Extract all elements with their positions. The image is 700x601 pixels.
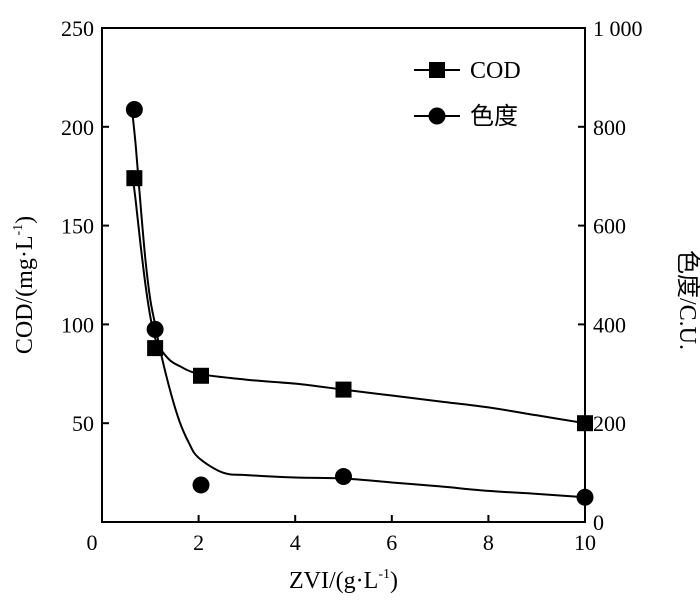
- y-left-tick-label: 100: [61, 312, 94, 337]
- y-right-tick-label: 600: [593, 214, 626, 239]
- series-2-point: [125, 101, 143, 119]
- x-tick-label: 2: [193, 530, 204, 555]
- y-left-axis-title-sup: -1: [11, 224, 26, 236]
- series-layer: [125, 101, 594, 506]
- series-1-point: [193, 367, 210, 384]
- y-left-tick-label: 200: [61, 115, 94, 140]
- y-left-axis-title: COD/(mg·L-1): [11, 216, 38, 354]
- series-2-point: [192, 476, 210, 494]
- y-left-tick-label: 150: [61, 214, 94, 239]
- series-2: [125, 101, 594, 506]
- plot-frame: [101, 27, 586, 523]
- x-axis-title: ZVI/(g·L-1): [289, 567, 398, 594]
- plot-area: [101, 27, 586, 523]
- x-tick-label: 4: [290, 530, 301, 555]
- y-left-tick-label: 50: [72, 411, 94, 436]
- legend: COD 色度: [414, 58, 521, 130]
- series-1: [126, 170, 593, 432]
- x-axis-title-main: ZVI/(g·L: [289, 568, 378, 594]
- series-1-point: [577, 415, 593, 432]
- x-tick-label: 8: [483, 530, 494, 555]
- y-right-tick-label: 800: [593, 115, 626, 140]
- y-right-tick-label: 1 000: [593, 16, 643, 41]
- y-right-axis-title: 色度/C.U.: [674, 250, 700, 350]
- series-1-fit-line: [130, 170, 586, 425]
- y-left-tick-label: 250: [61, 16, 94, 41]
- x-axis-title-close: ): [390, 568, 398, 594]
- x-axis-title-sup: -1: [378, 567, 390, 582]
- y-right-axis-ticks: 0 200 400 600 800 1 000: [578, 16, 643, 535]
- series-2-fit-line: [130, 108, 586, 499]
- series-2-point: [146, 320, 164, 338]
- series-2-point: [576, 488, 594, 506]
- legend-label: 色度: [470, 103, 518, 130]
- y-left-axis-ticks: 50 100 150 200 250: [61, 16, 109, 436]
- x-axis-ticks: 0 2 4 6 8 10: [87, 515, 596, 555]
- y-right-tick-label: 200: [593, 411, 626, 436]
- y-right-tick-label: 400: [593, 312, 626, 337]
- series-2-point: [335, 468, 352, 486]
- x-tick-label: 10: [574, 530, 596, 555]
- x-tick-label: 0: [87, 530, 98, 555]
- series-1-point: [126, 170, 143, 187]
- y-left-axis-title-close: ): [12, 216, 38, 224]
- legend-label: COD: [470, 58, 521, 84]
- series-1-point: [335, 381, 352, 398]
- y-left-axis-title-main: COD/(mg·L: [12, 236, 38, 355]
- x-tick-label: 6: [386, 530, 397, 555]
- y-right-tick-label: 0: [593, 510, 604, 535]
- legend-square-marker: [429, 62, 445, 78]
- legend-circle-marker: [428, 107, 446, 125]
